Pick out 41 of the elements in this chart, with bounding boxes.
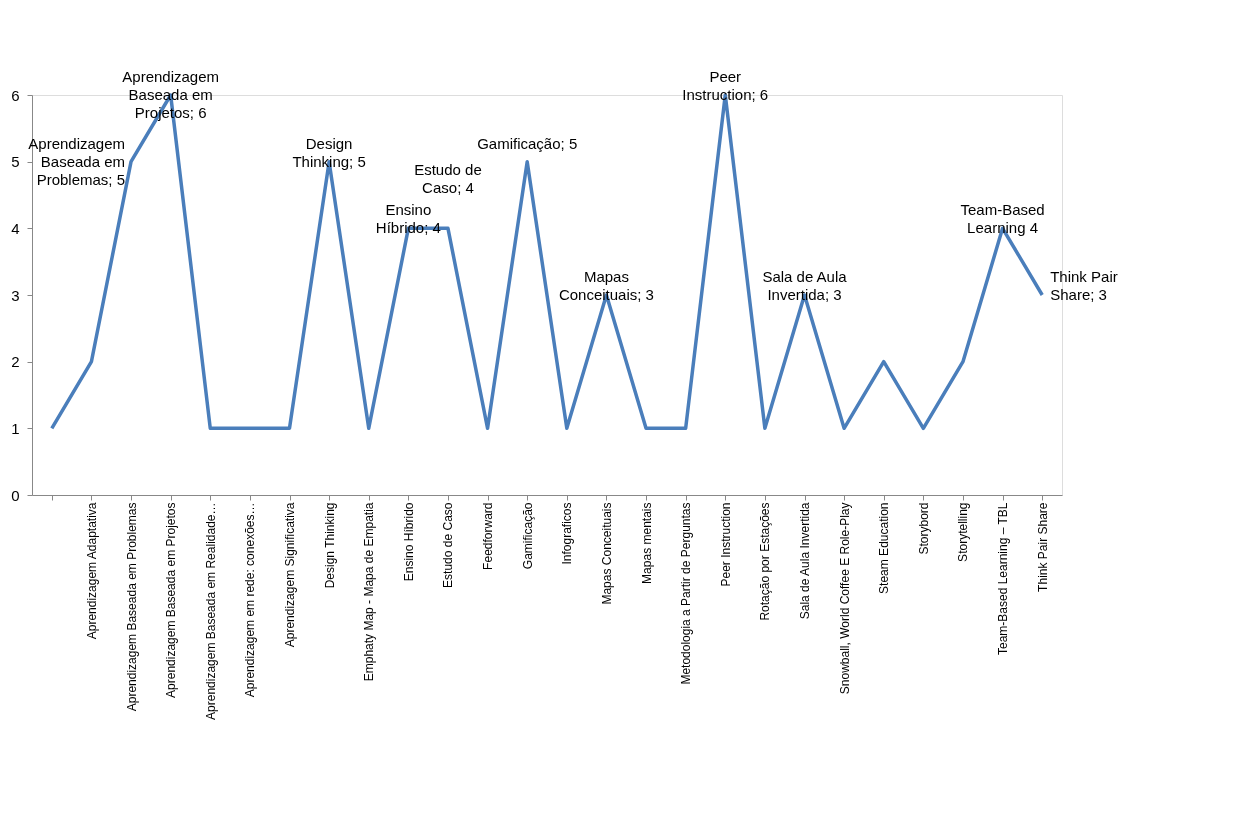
x-tick-label: Emphaty Map - Mapa de Empatia [362,502,377,682]
x-tick-label: Storytelling [956,502,971,562]
x-tick-label: Steam Education [877,502,892,594]
x-tick-label: Snowball, World Coffee E Role-Play [837,502,852,695]
x-tick-label: Design Thinking [322,502,337,589]
annotation: Aprendizagem Baseada em Problemas; 5 [28,134,126,188]
x-tick-label: Feedforward [481,502,496,570]
annotation: Team-Based Learning 4 [960,201,1045,237]
x-tick-label: Peer Instruction [718,502,733,587]
x-tick-label: Metodologia a Partir de Perguntas [679,502,694,685]
x-tick-label: Aprendizagem em rede: conexões… [243,502,258,698]
x-tick-label: Gamificação [520,502,535,570]
y-tick-label: 0 [11,486,20,504]
x-tick-label: Estudo de Caso [441,502,456,588]
x-tick-label: Aprendizagem Significativa [283,502,297,648]
annotation: Mapas Conceituais; 3 [558,268,654,303]
annotation: Think Pair Share; 3 [1050,268,1118,303]
x-tick-label: Infograficos [560,502,575,565]
annotation: Estudo de Caso; 4 [414,161,482,197]
x-tick-label: Mapas Conceituais [599,502,614,605]
x-tick-label: Team-Based Learning – TBL [996,502,1011,656]
x-tick-label: Storybord [916,502,931,555]
y-tick-label: 2 [11,353,20,371]
y-tick-label: 1 [11,419,20,437]
x-tick-label: Rotação por Estações [758,502,773,621]
x-tick-label: Aprendizagem Baseada em Projetos [164,502,179,698]
annotation: Sala de Aula Invertida; 3 [762,268,848,303]
annotation: Gamificação; 5 [477,134,578,152]
annotation: Design Thinking; 5 [292,134,366,170]
y-tick-label: 5 [11,153,20,171]
x-tick-label: Think Pair Share [1035,502,1050,592]
annotation: Peer Instruction; 6 [682,68,769,103]
x-tick-label: Aprendizagem Baseada em Problemas [124,502,139,712]
x-tick-label: Ensino Híbrido [401,502,416,582]
x-tick-label: Mapas mentais [639,502,654,584]
y-tick-label: 4 [11,219,20,237]
x-tick-label: Sala de Aula Invertida [798,502,812,620]
x-tick-label: Aprendizagem Baseada em Realidade… [203,502,218,720]
y-tick-label: 3 [11,286,20,304]
x-tick-label: Aprendizagem Adaptativa [84,502,99,640]
y-tick-label: 6 [11,86,20,104]
